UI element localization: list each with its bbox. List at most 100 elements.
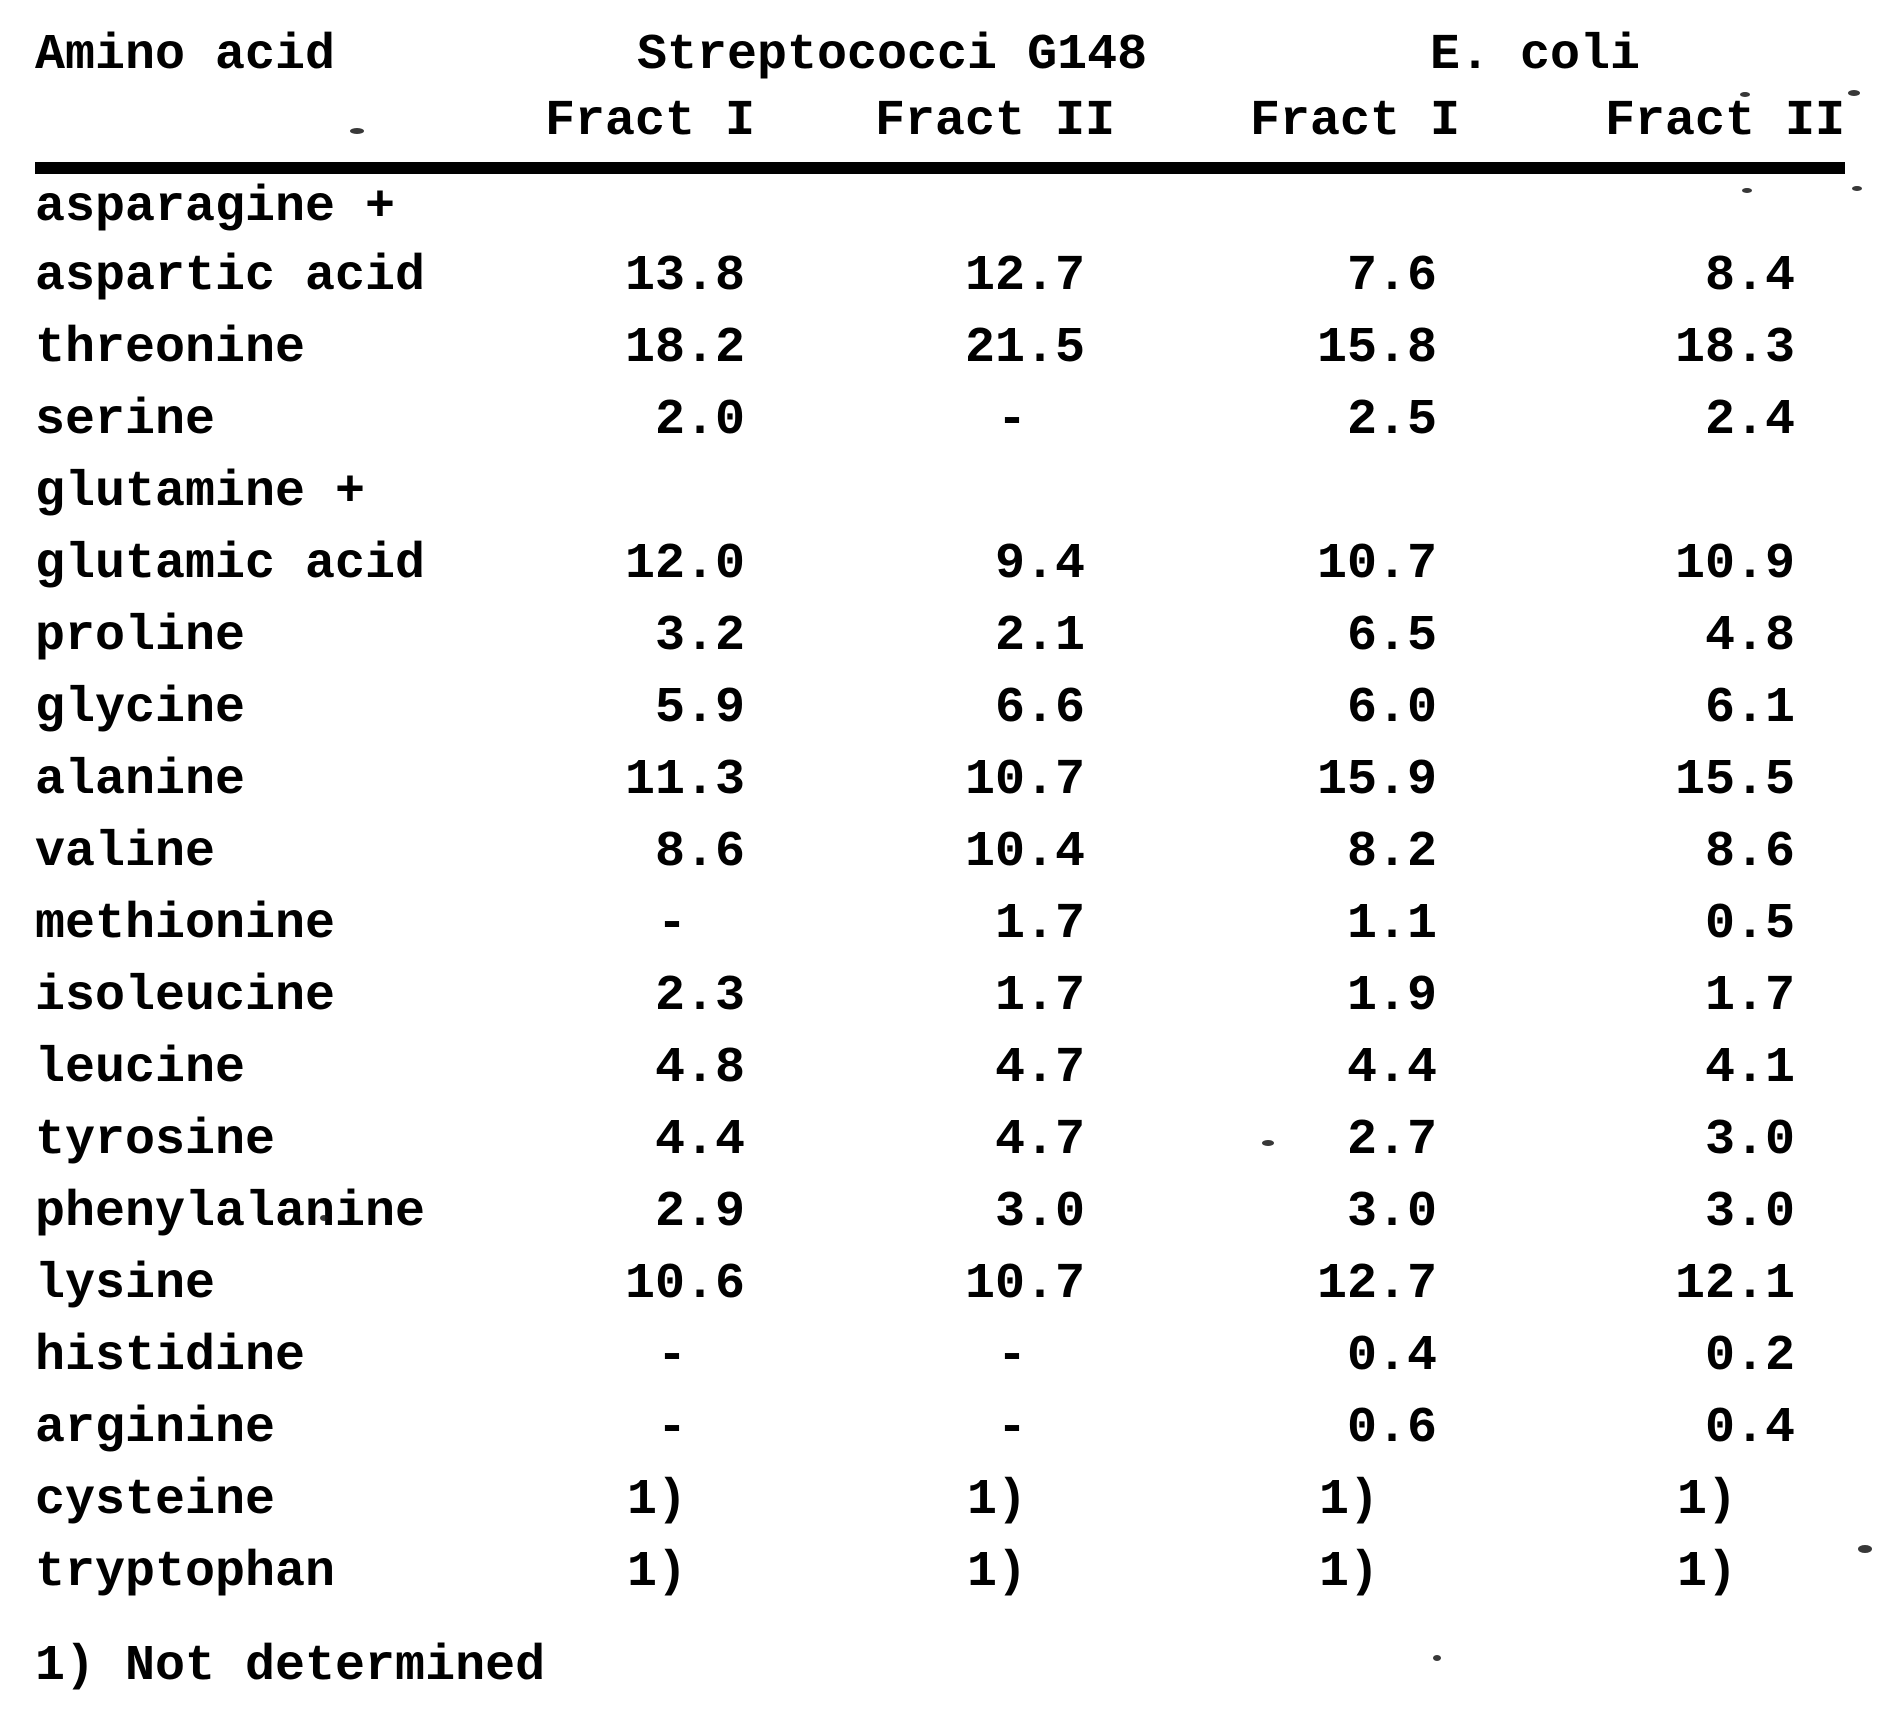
amino-acid-table: Amino acid Streptococci G148 E. coli Fra… (35, 10, 1846, 1608)
scan-speck (1852, 186, 1862, 191)
value-cell: - (656, 1399, 687, 1457)
amino-acid-name: threonine (35, 319, 306, 377)
value-cell: 1) (966, 1471, 1027, 1529)
table-row: leucine 4.8 4.7 4.4 4.1 (35, 1032, 1845, 1104)
value-cell: 0.4 (1705, 1399, 1796, 1457)
value-cell: 1.7 (994, 967, 1085, 1025)
scan-speck (1262, 1140, 1274, 1146)
value-cell: 1.7 (994, 895, 1085, 953)
value-cell: 1) (626, 1471, 687, 1529)
value-cell: 1) (966, 1543, 1027, 1601)
scan-speck (1848, 90, 1860, 96)
value-cell (445, 168, 765, 240)
amino-acid-name: tryptophan (35, 1543, 336, 1601)
value-cell: - (996, 1327, 1027, 1385)
value-cell: 7.6 (1346, 247, 1437, 305)
value-cell (445, 456, 765, 528)
table-row: arginine - - 0.6 0.4 (35, 1392, 1845, 1464)
value-cell: 4.7 (994, 1039, 1085, 1097)
value-cell: 10.4 (964, 823, 1085, 881)
value-cell: 12.0 (624, 535, 745, 593)
value-cell: 1) (1677, 1471, 1738, 1529)
value-cell: 8.2 (1346, 823, 1437, 881)
value-cell: 1.7 (1705, 967, 1796, 1025)
value-cell: 4.4 (654, 1111, 745, 1169)
amino-acid-name: phenylalanine (35, 1183, 426, 1241)
amino-acid-name: valine (35, 823, 216, 881)
value-cell (1470, 456, 1845, 528)
table-row: serine 2.0 - 2.5 2.4 (35, 384, 1845, 456)
value-cell (765, 168, 1115, 240)
value-cell: 18.2 (624, 319, 745, 377)
value-cell: - (656, 895, 687, 953)
table-row: glutamine + (35, 456, 1845, 528)
column-header-amino-acid: Amino acid (35, 27, 336, 84)
scan-speck (1740, 92, 1750, 97)
value-cell: 3.0 (1705, 1183, 1796, 1241)
value-cell (1115, 456, 1470, 528)
amino-acid-name: asparagine + (35, 178, 396, 236)
value-cell: 1) (1318, 1471, 1379, 1529)
value-cell: 13.8 (624, 247, 745, 305)
value-cell: 2.0 (654, 391, 745, 449)
value-cell: 11.3 (624, 751, 745, 809)
amino-acid-name: histidine (35, 1327, 306, 1385)
value-cell: 3.0 (994, 1183, 1085, 1241)
value-cell: 6.1 (1705, 679, 1796, 737)
sub-header-ecoli-fract-2: Fract II (1470, 90, 1846, 174)
table-row: proline 3.2 2.1 6.5 4.8 (35, 600, 1845, 672)
value-cell: 18.3 (1674, 319, 1796, 377)
value-cell: - (996, 391, 1027, 449)
amino-acid-name: tyrosine (35, 1111, 276, 1169)
value-cell: 9.4 (994, 535, 1085, 593)
group-header-streptococci-g148: Streptococci G148 (637, 27, 1148, 84)
value-cell: 6.5 (1346, 607, 1437, 665)
amino-acid-name: aspartic acid (35, 247, 426, 305)
table-row: phenylalanine 2.9 3.0 3.0 3.0 (35, 1176, 1845, 1248)
value-cell: 15.8 (1316, 319, 1437, 377)
value-cell: - (996, 1399, 1027, 1457)
value-cell: 2.1 (994, 607, 1085, 665)
amino-acid-name: proline (35, 607, 246, 665)
value-cell: 3.0 (1346, 1183, 1437, 1241)
sub-header-empty (35, 90, 445, 174)
amino-acid-name: arginine (35, 1399, 276, 1457)
value-cell (765, 456, 1115, 528)
value-cell: 6.0 (1346, 679, 1437, 737)
table-row: lysine 10.6 10.7 12.7 12.1 (35, 1248, 1845, 1320)
table-row: histidine - - 0.4 0.2 (35, 1320, 1845, 1392)
amino-acid-name: cysteine (35, 1471, 276, 1529)
value-cell: 12.7 (964, 247, 1085, 305)
value-cell: 12.1 (1674, 1255, 1796, 1313)
value-cell: 10.9 (1674, 535, 1796, 593)
value-cell: 10.7 (964, 1255, 1085, 1313)
value-cell: 15.9 (1316, 751, 1437, 809)
table-row: methionine - 1.7 1.1 0.5 (35, 888, 1845, 960)
scan-speck (1858, 1545, 1872, 1553)
value-cell: 0.6 (1346, 1399, 1437, 1457)
table-row: cysteine 1) 1) 1) 1) (35, 1464, 1845, 1536)
amino-acid-name: methionine (35, 895, 336, 953)
sub-header-strep-fract-2: Fract II (765, 90, 1115, 174)
sub-header-row: Fract I Fract II Fract I Fract II (35, 90, 1846, 174)
value-cell: 2.7 (1346, 1111, 1437, 1169)
table-header: Amino acid Streptococci G148 E. coli Fra… (35, 10, 1846, 174)
value-cell: 5.9 (654, 679, 745, 737)
amino-acid-name: glutamic acid (35, 535, 426, 593)
value-cell: 6.6 (994, 679, 1085, 737)
value-cell: 0.5 (1705, 895, 1796, 953)
value-cell (1470, 168, 1845, 240)
group-header-e-coli: E. coli (1429, 27, 1641, 84)
value-cell: 1) (1318, 1543, 1379, 1601)
value-cell: 21.5 (964, 319, 1085, 377)
value-cell: 15.5 (1674, 751, 1796, 809)
amino-acid-name: alanine (35, 751, 246, 809)
value-cell: 8.6 (654, 823, 745, 881)
table-row: isoleucine 2.3 1.7 1.9 1.7 (35, 960, 1845, 1032)
scan-speck (320, 1215, 328, 1221)
amino-acid-name: isoleucine (35, 967, 336, 1025)
table-row: threonine 18.2 21.5 15.8 18.3 (35, 312, 1845, 384)
value-cell (1115, 168, 1470, 240)
value-cell: 1) (1677, 1543, 1738, 1601)
